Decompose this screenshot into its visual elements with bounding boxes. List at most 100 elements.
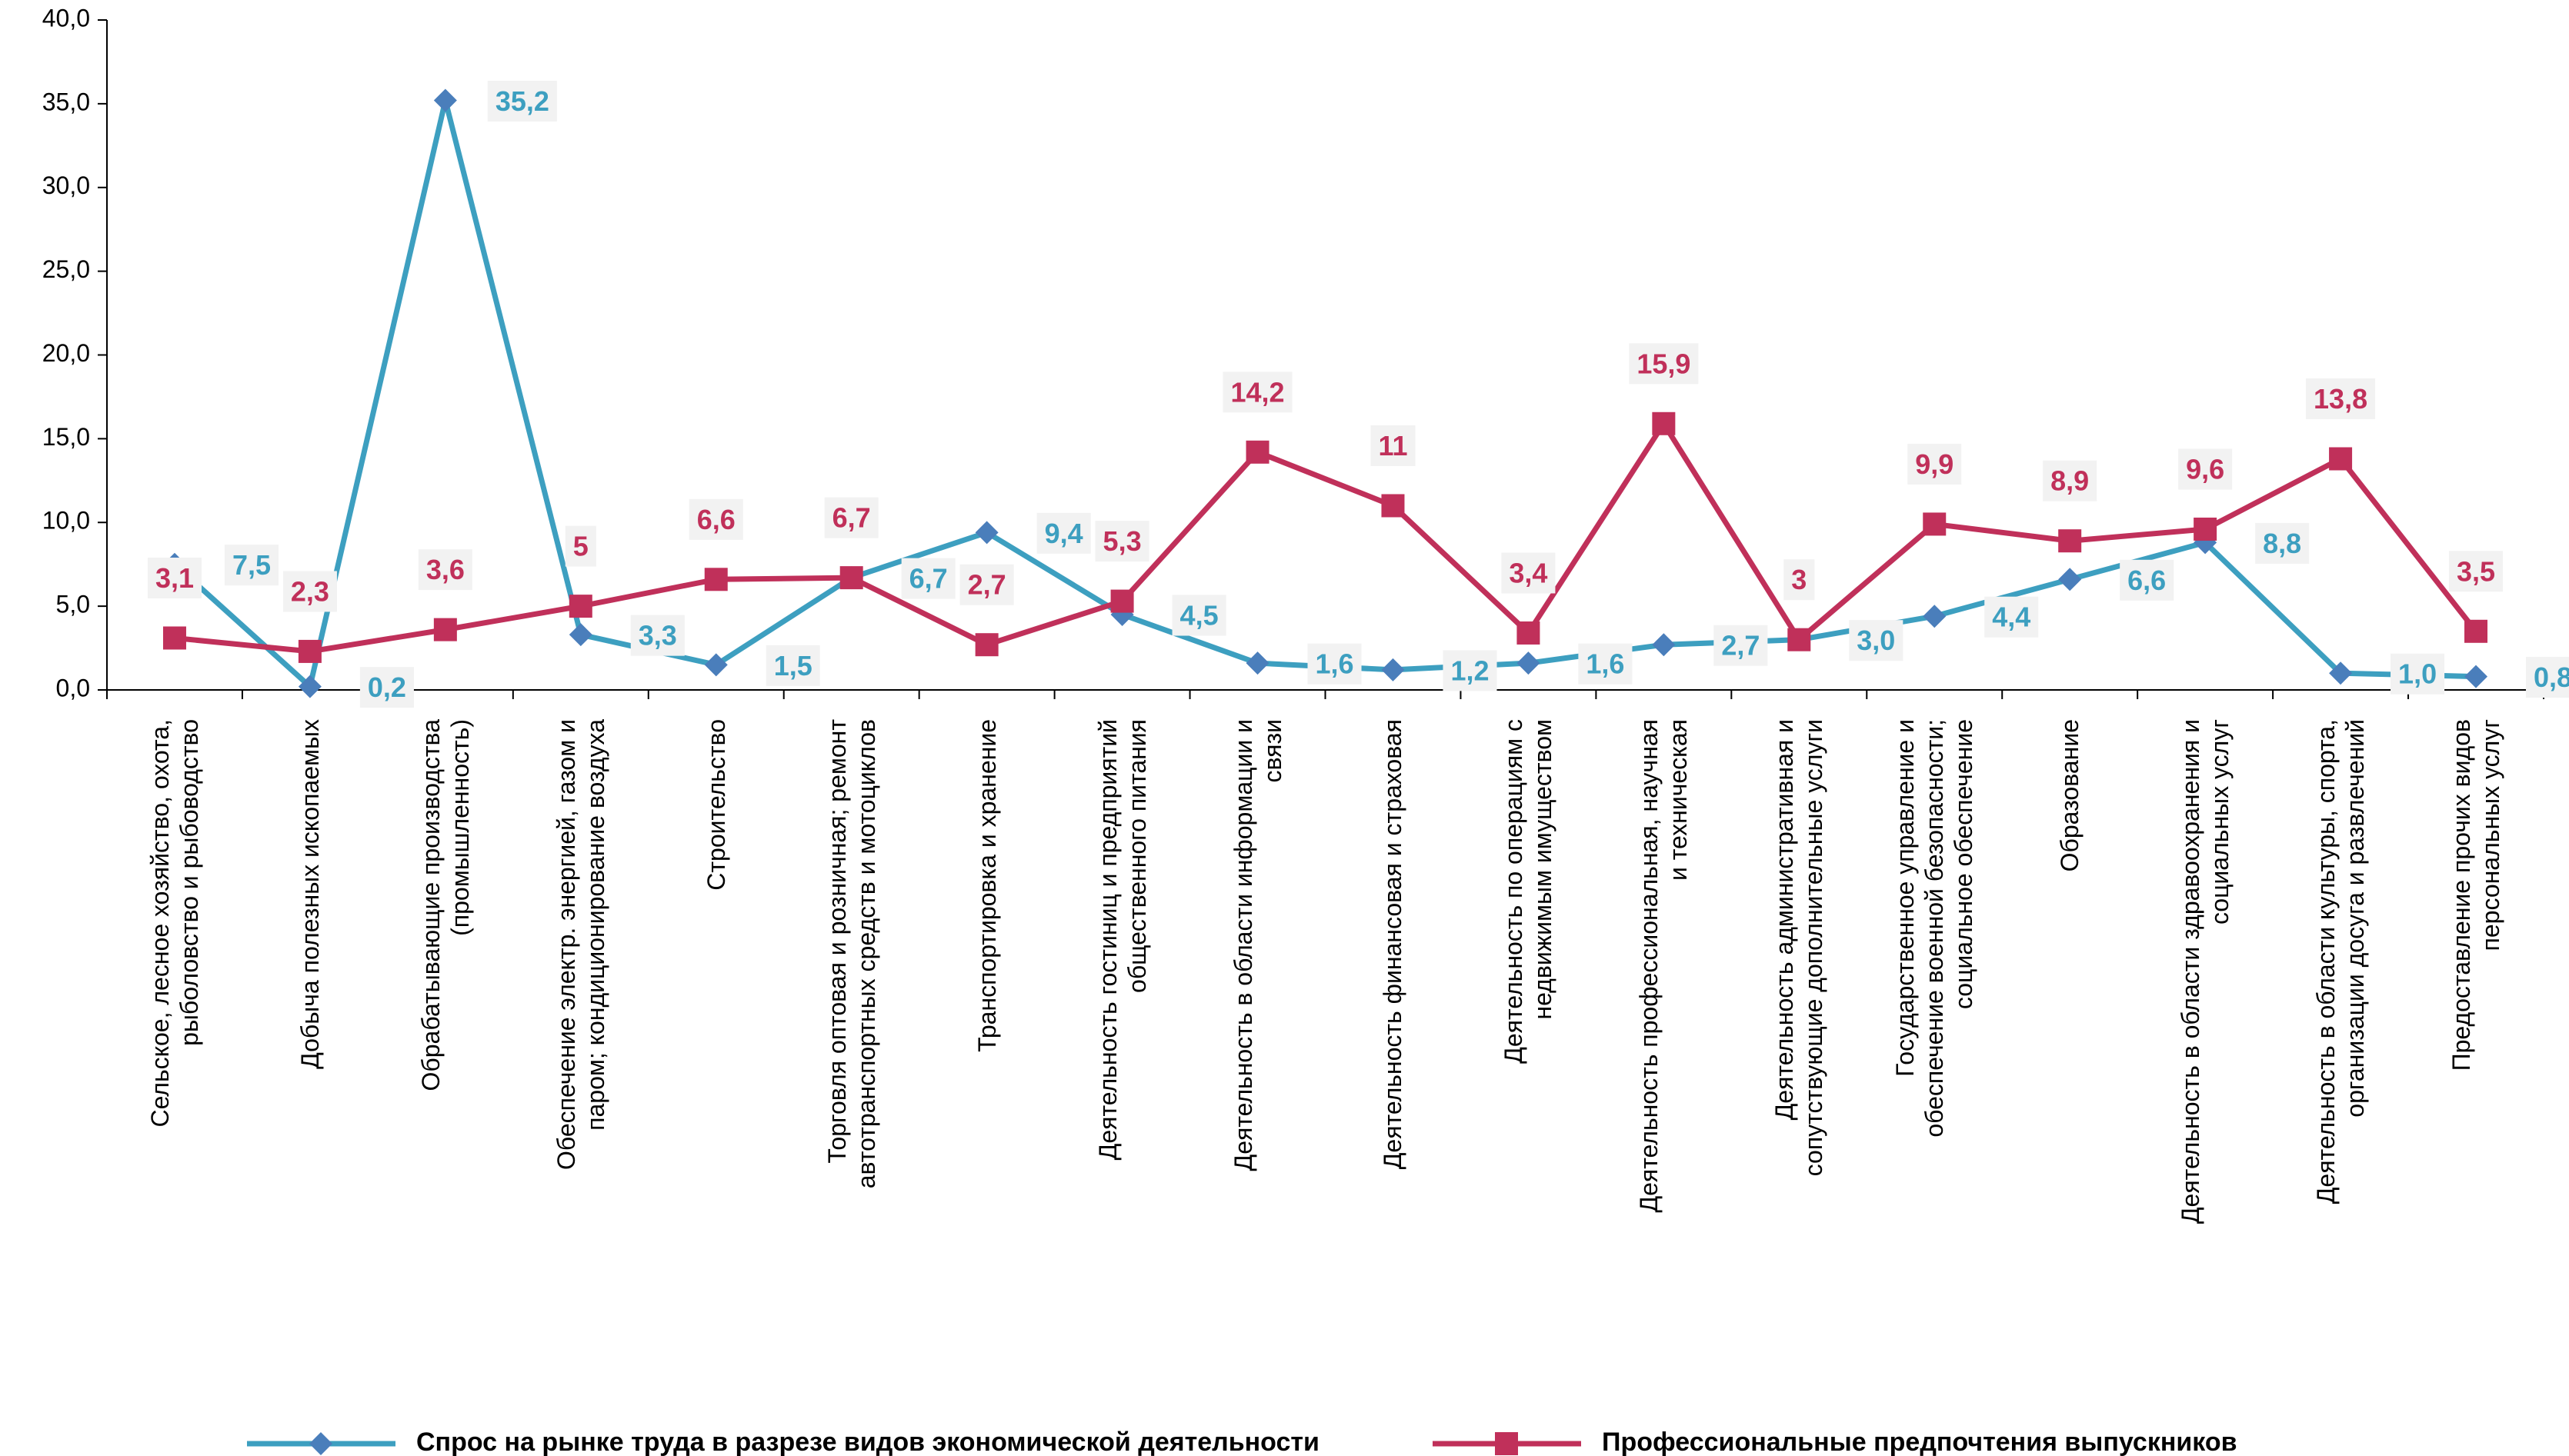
data-label: 2,3 [291, 575, 329, 607]
data-label-box [2526, 657, 2569, 698]
data-label: 6,7 [909, 563, 948, 595]
data-label: 15,9 [1636, 348, 1690, 379]
point-marker [1516, 621, 1540, 645]
point-marker [2058, 568, 2082, 591]
x-tick-label: Деятельность гостиниц и предприятий обще… [1093, 719, 1151, 1161]
point-marker [975, 633, 999, 657]
data-label: 1,5 [774, 650, 812, 681]
data-label: 9,6 [2186, 453, 2224, 485]
point-marker [298, 675, 322, 698]
data-label-group: 1,5 [766, 645, 820, 686]
x-tick-label: Деятельность профессиональная, научная и… [1635, 719, 1693, 1213]
data-label-box [1501, 552, 1556, 594]
data-label-box [1849, 620, 1903, 661]
data-label: 1,6 [1586, 648, 1624, 680]
data-label-box [224, 545, 279, 586]
data-label: 4,4 [1992, 601, 2030, 633]
data-label-box [1036, 512, 1091, 554]
data-label: 14,2 [1230, 376, 1284, 408]
data-label-group: 5,3 [1095, 521, 1149, 562]
data-label: 3,6 [426, 554, 465, 585]
data-label-group: 0,2 [359, 667, 414, 708]
point-marker [975, 521, 999, 545]
point-marker [1381, 658, 1405, 681]
data-label: 2,7 [1721, 630, 1760, 661]
point-marker [2464, 619, 2488, 643]
data-label: 3 [1791, 564, 1807, 595]
data-label-box [689, 498, 743, 540]
data-label-box [766, 645, 820, 686]
y-tick-label: 30,0 [42, 172, 90, 199]
data-label: 11 [1378, 430, 1407, 461]
data-label: 3,1 [155, 562, 194, 594]
data-label: 3,0 [1857, 625, 1895, 656]
data-label-box [1713, 625, 1768, 666]
data-label: 9,4 [1045, 518, 1083, 549]
data-label: 6,6 [2127, 565, 2166, 596]
data-label-group: 1,6 [1578, 643, 1633, 685]
data-label: 1,2 [1450, 655, 1489, 686]
y-tick-label: 40,0 [42, 4, 90, 32]
data-label: 8,9 [2050, 465, 2089, 497]
data-label-group: 0,8 [2526, 657, 2569, 698]
point-marker [2194, 517, 2217, 541]
x-tick-label: Обеспечение электр. энергией, газом и па… [552, 719, 609, 1170]
point-marker [1246, 440, 1269, 464]
point-marker [2329, 661, 2353, 685]
data-label: 2,7 [968, 569, 1006, 601]
point-marker [2058, 529, 2082, 553]
x-tick-label: Образование [2056, 719, 2084, 872]
data-label-box [2306, 378, 2376, 420]
data-label: 7,5 [232, 549, 271, 581]
point-marker [162, 626, 186, 650]
data-label-group: 3,4 [1501, 552, 1556, 594]
data-label-box [418, 549, 472, 591]
data-label-group: 8,9 [2043, 460, 2097, 501]
data-label: 1,6 [1316, 648, 1354, 680]
data-label-box [630, 615, 685, 656]
point-marker [1652, 411, 1676, 435]
point-marker [433, 618, 457, 641]
point-marker [1787, 628, 1811, 651]
x-tick-label: Торговля оптовая и розничная; ремонт авт… [822, 719, 880, 1189]
data-label: 0,2 [368, 671, 406, 703]
point-marker [298, 639, 322, 663]
data-label-group: 5 [565, 525, 596, 567]
data-label-box [959, 564, 1014, 605]
point-marker [569, 595, 592, 618]
data-label-group: 4,4 [1984, 596, 2039, 638]
data-label-box [2178, 448, 2233, 490]
point-marker [839, 566, 863, 590]
data-label-group: 3,3 [630, 615, 685, 656]
data-label-group: 3,5 [2449, 551, 2504, 592]
data-label-box [1370, 425, 1416, 466]
data-label: 6,7 [832, 502, 871, 534]
point-marker [704, 653, 728, 677]
data-label-box [1783, 559, 1815, 601]
data-label-box [1223, 371, 1293, 413]
point-marker [704, 568, 728, 591]
data-label-box [1443, 650, 1497, 691]
data-label-box [1907, 443, 1962, 485]
data-label-group: 1,0 [2391, 653, 2445, 695]
legend-label: Профессиональные предпочтения выпускнико… [1602, 1428, 2237, 1456]
data-label: 9,9 [1915, 448, 1953, 480]
x-tick-label: Предоставление прочих видов персональных… [2447, 719, 2505, 1071]
data-label-box [565, 525, 596, 567]
data-label-box [2391, 653, 2445, 695]
data-label-box [1629, 343, 1699, 385]
series-line [174, 421, 2478, 655]
y-tick-label: 10,0 [42, 507, 90, 535]
data-label-group: 3 [1783, 559, 1815, 601]
data-label-box [2043, 460, 2097, 501]
point-marker [1516, 651, 1540, 675]
point-marker [1110, 589, 1134, 613]
data-label-group: 2,3 [282, 571, 337, 612]
y-tick-label: 25,0 [42, 255, 90, 283]
data-label-group: 7,5 [224, 545, 279, 586]
x-tick-label: Деятельность по операциям с недвижимым и… [1500, 719, 1557, 1064]
data-label-group: 35,2 [487, 81, 557, 122]
x-tick-label: Сельское, лесное хозяйство, охота, рыбол… [145, 719, 203, 1128]
point-marker [2329, 447, 2353, 471]
